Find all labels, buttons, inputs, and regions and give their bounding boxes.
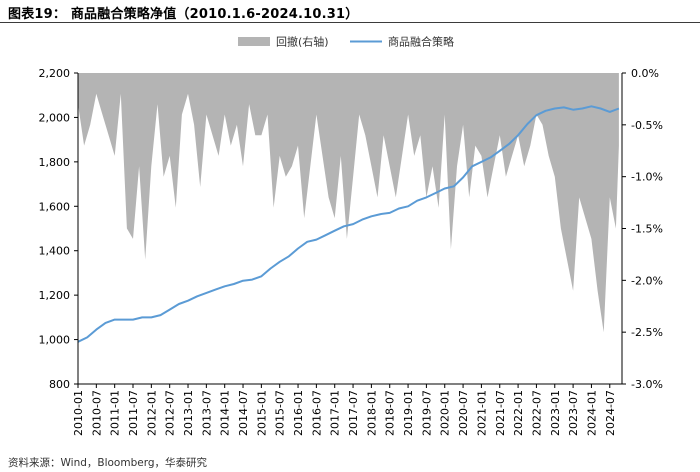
- x-tick-label: 2013-07: [200, 390, 213, 436]
- x-tick-label: 2016-01: [292, 390, 305, 436]
- x-tick-label: 2019-01: [402, 390, 415, 436]
- source-note: 资料来源：Wind，Bloomberg，华泰研究: [8, 457, 208, 469]
- x-tick-label: 2011-07: [127, 390, 140, 436]
- x-tick-label: 2013-01: [182, 390, 195, 436]
- x-tick-label: 2024-07: [604, 390, 617, 436]
- x-tick-label: 2012-01: [145, 390, 158, 436]
- right-tick-label: -2.0%: [631, 274, 663, 287]
- left-tick-label: 1,600: [39, 200, 71, 213]
- left-tick-label: 2,200: [39, 67, 71, 80]
- x-tick-label: 2020-07: [457, 390, 470, 436]
- legend-swatch-drawdown: [238, 37, 270, 46]
- drawdown-area: [78, 73, 619, 333]
- x-tick-label: 2018-07: [384, 390, 397, 436]
- x-tick-label: 2010-01: [72, 390, 85, 436]
- x-tick-label: 2011-01: [109, 390, 122, 436]
- x-tick-label: 2023-07: [567, 390, 580, 436]
- left-axis-ticks: 800 1,000 1,200 1,400 1,600 1,800 2,000 2,200: [39, 67, 78, 391]
- legend-label-drawdown: 回撤(右轴): [276, 35, 329, 49]
- left-tick-label: 1,000: [39, 334, 71, 347]
- x-tick-label: 2014-01: [219, 390, 232, 436]
- x-tick-label: 2018-01: [365, 390, 378, 436]
- right-tick-label: -3.0%: [631, 378, 663, 391]
- x-tick-label: 2022-01: [512, 390, 525, 436]
- title-rule: [0, 22, 700, 23]
- x-tick-label: 2012-07: [164, 390, 177, 436]
- right-tick-label: -1.0%: [631, 171, 663, 184]
- x-tick-label: 2019-07: [420, 390, 433, 436]
- x-tick-label: 2024-01: [585, 390, 598, 436]
- left-tick-label: 1,200: [39, 289, 71, 302]
- x-tick-label: 2022-07: [530, 390, 543, 436]
- x-tick-label: 2015-07: [274, 390, 287, 436]
- x-tick-label: 2017-07: [347, 390, 360, 436]
- x-tick-label: 2021-01: [475, 390, 488, 436]
- right-tick-label: -2.5%: [631, 326, 663, 339]
- legend-label-strategy: 商品融合策略: [388, 35, 454, 49]
- x-tick-label: 2017-01: [329, 390, 342, 436]
- drawdown-area-path: [78, 73, 619, 333]
- right-tick-label: -1.5%: [631, 223, 663, 236]
- net-value-line: [77, 105, 620, 343]
- x-tick-label: 2023-01: [549, 390, 562, 436]
- x-tick-label: 2020-01: [439, 390, 452, 436]
- left-tick-label: 2,000: [39, 111, 71, 124]
- right-tick-label: -0.5%: [631, 119, 663, 132]
- x-tick-label: 2021-07: [494, 390, 507, 436]
- net-value-polyline: [77, 105, 620, 343]
- x-tick-label: 2015-01: [255, 390, 268, 436]
- x-tick-label: 2016-07: [310, 390, 323, 436]
- left-tick-label: 800: [49, 378, 70, 391]
- x-axis-ticks: 2010-01 2010-07 2011-01 2011-07 2012-01 2012-…: [72, 384, 617, 436]
- left-tick-label: 1,800: [39, 156, 71, 169]
- right-tick-label: 0.0%: [631, 67, 659, 80]
- x-tick-label: 2010-07: [90, 390, 103, 436]
- right-axis-ticks: 0.0% -0.5% -1.0% -1.5% -2.0% -2.5% -3.0%: [622, 67, 663, 391]
- x-tick-label: 2014-07: [237, 390, 250, 436]
- figure-title: 图表19： 商品融合策略净值（2010.1.6-2024.10.31）: [8, 7, 359, 22]
- legend: 回撤(右轴) 商品融合策略: [238, 35, 454, 49]
- left-tick-label: 1,400: [39, 245, 71, 258]
